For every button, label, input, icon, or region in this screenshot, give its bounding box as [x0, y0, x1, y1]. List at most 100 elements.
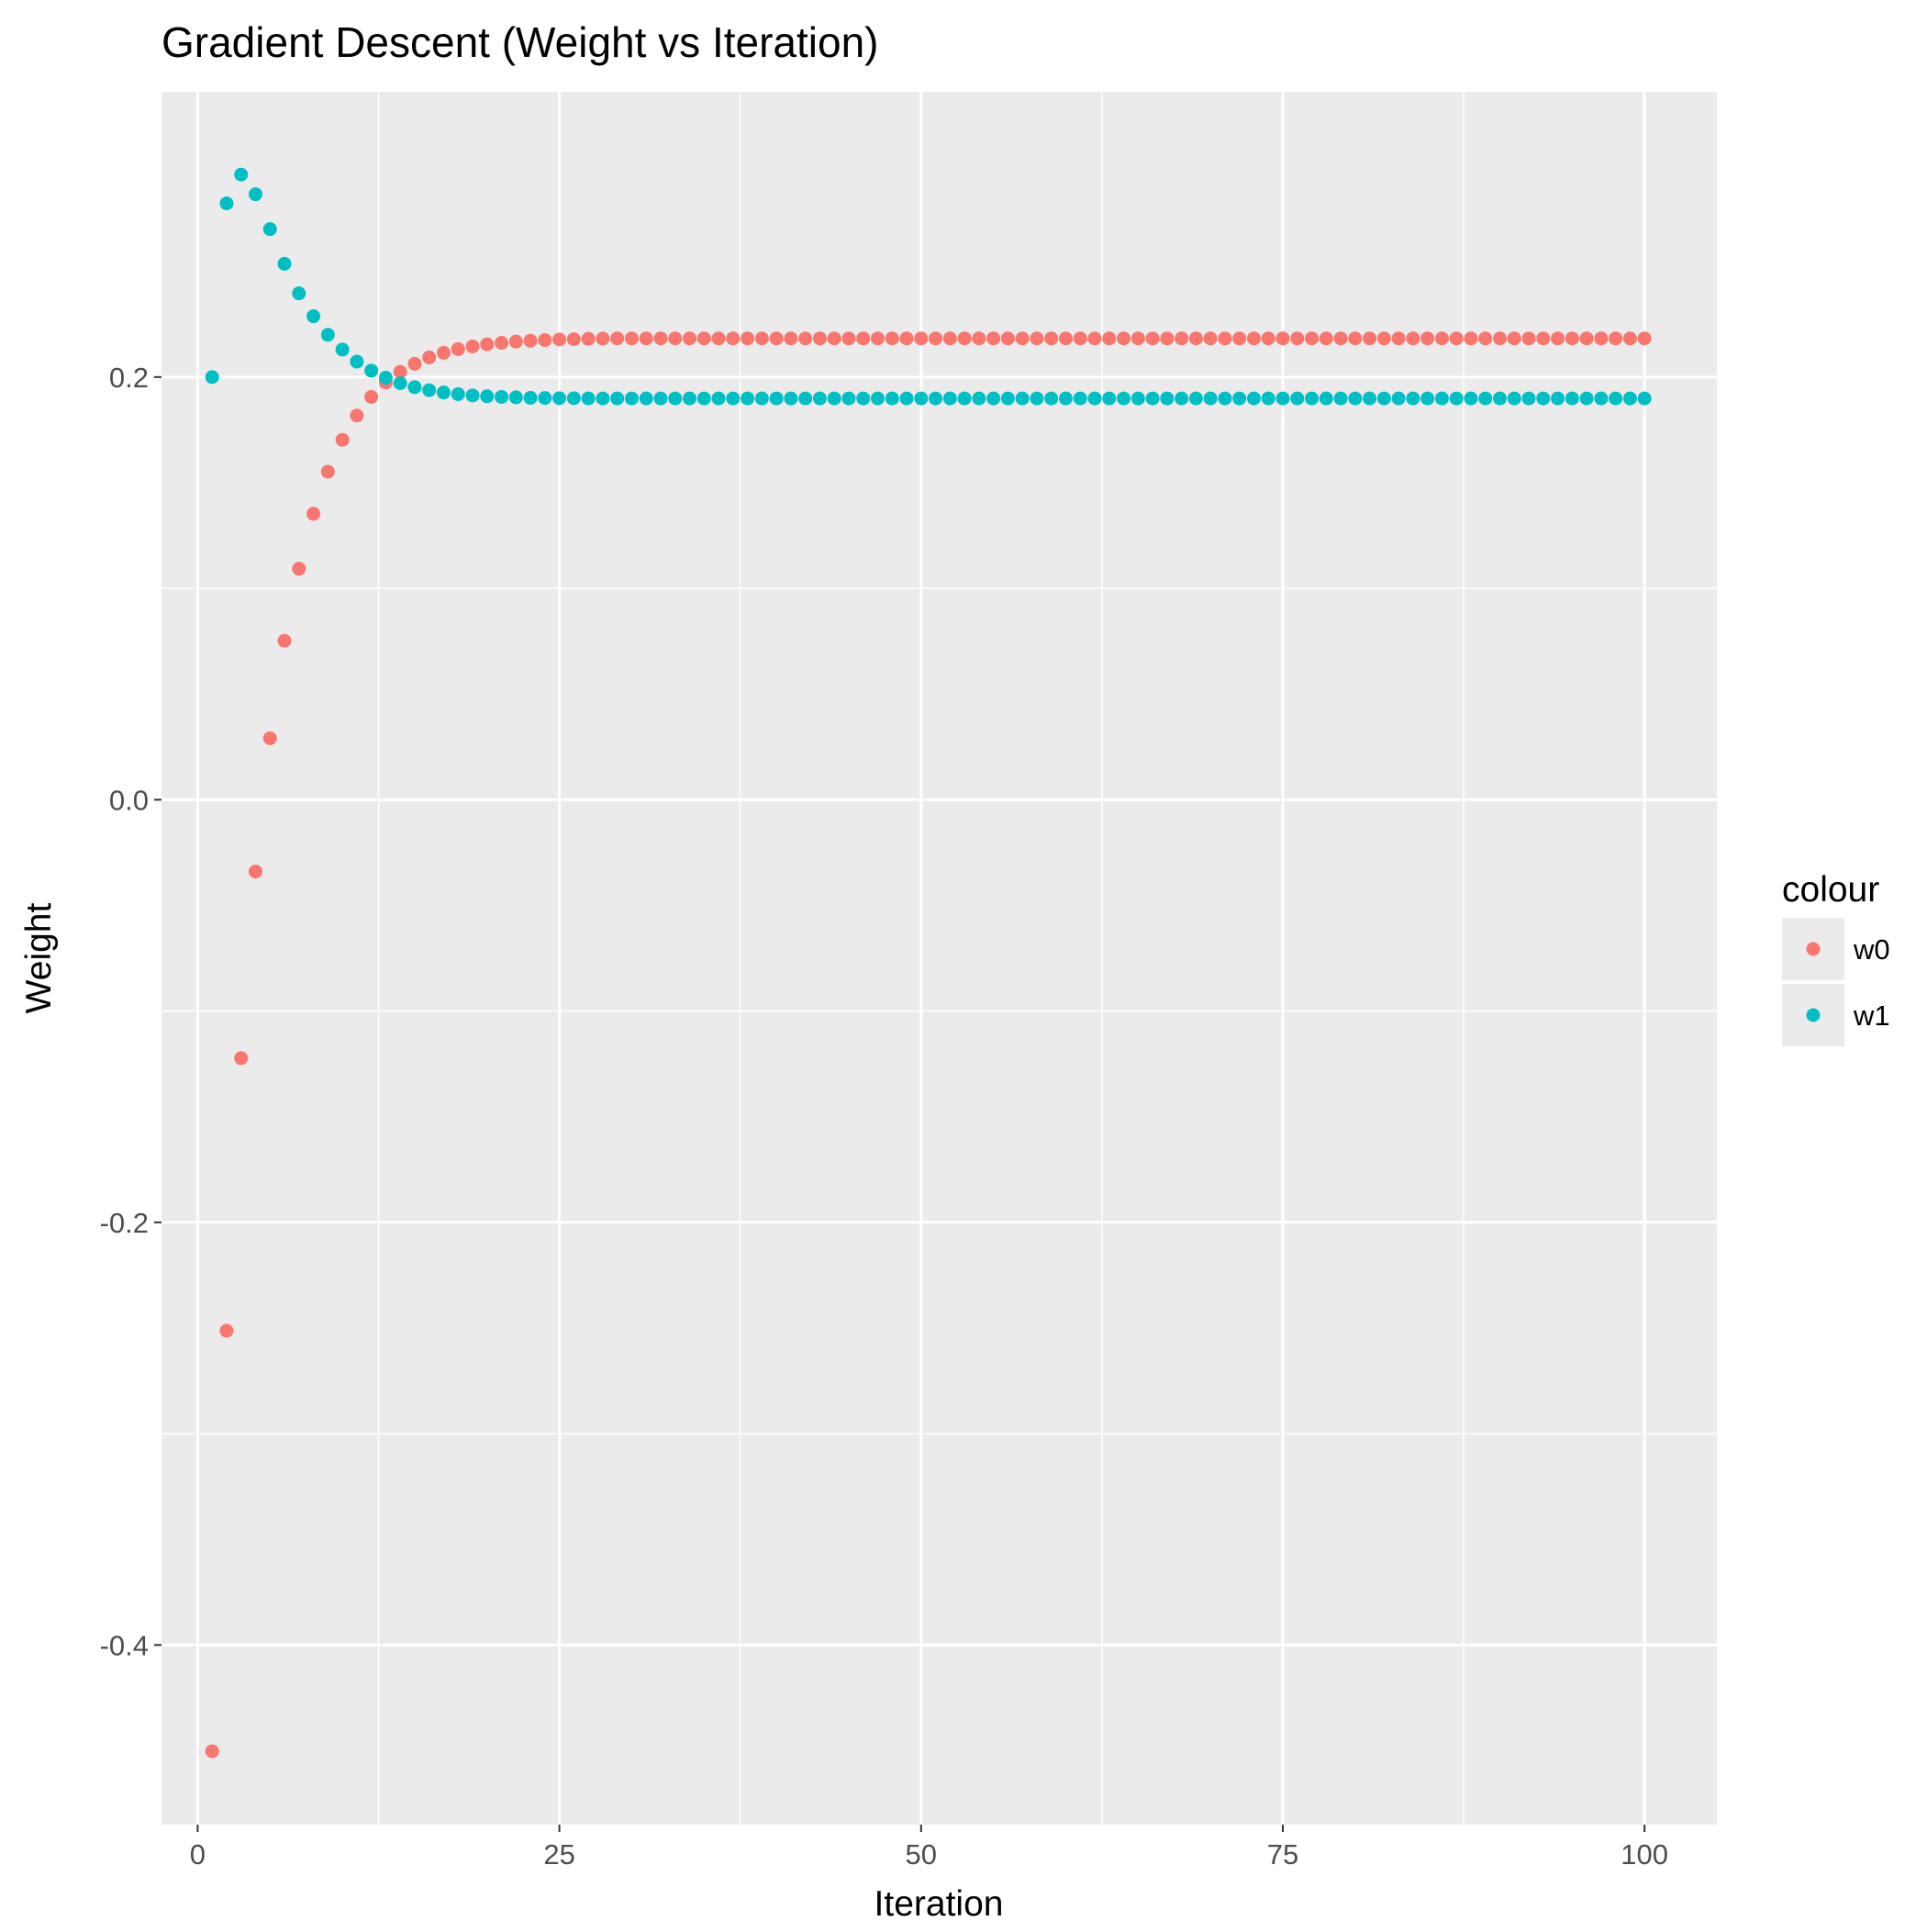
point-w0-19	[465, 339, 480, 353]
point-w1-24	[538, 391, 552, 406]
point-w1-52	[942, 391, 957, 406]
point-w0-72	[1232, 331, 1247, 346]
point-w0-61	[1073, 331, 1087, 346]
legend-label-w0: w0	[1853, 933, 1890, 966]
point-w1-12	[364, 363, 379, 378]
point-w0-16	[422, 350, 437, 364]
point-w0-14	[393, 364, 407, 379]
grid-major	[162, 92, 1717, 1825]
point-w1-31	[639, 391, 653, 406]
point-w0-6	[277, 633, 292, 648]
point-w1-69	[1188, 391, 1203, 406]
point-w1-79	[1333, 391, 1348, 406]
point-w0-48	[885, 331, 899, 346]
point-w1-89	[1478, 391, 1493, 406]
point-w0-92	[1521, 331, 1536, 346]
chart-title: Gradient Descent (Weight vs Iteration)	[162, 18, 878, 66]
point-w1-97	[1594, 391, 1609, 406]
point-w1-85	[1420, 391, 1435, 406]
point-w1-2	[219, 196, 234, 211]
point-w0-44	[827, 331, 841, 346]
point-w1-74	[1261, 391, 1275, 406]
legend: colour w0 w1	[1782, 870, 1890, 1046]
point-w1-53	[957, 391, 972, 406]
series-w0	[205, 331, 1652, 1759]
point-w0-93	[1536, 331, 1551, 346]
point-w0-100	[1637, 331, 1652, 346]
point-w0-42	[798, 331, 813, 346]
point-w1-95	[1565, 391, 1579, 406]
point-w0-60	[1058, 331, 1073, 346]
point-w0-41	[784, 331, 798, 346]
point-w0-21	[495, 336, 509, 351]
point-w0-99	[1622, 331, 1637, 346]
point-w0-7	[292, 562, 306, 576]
point-w1-22	[508, 390, 523, 405]
point-w0-82	[1376, 331, 1391, 346]
point-w0-52	[942, 331, 957, 346]
point-w0-81	[1363, 331, 1377, 346]
point-w0-71	[1218, 331, 1232, 346]
point-w0-95	[1565, 331, 1579, 346]
point-w0-75	[1275, 331, 1290, 346]
point-w1-39	[754, 391, 769, 406]
point-w1-57	[1015, 391, 1030, 406]
point-w1-23	[523, 390, 538, 405]
plot-panel	[162, 92, 1717, 1825]
point-w0-59	[1044, 331, 1059, 346]
point-w1-84	[1406, 391, 1420, 406]
point-w0-33	[668, 331, 683, 346]
point-w0-3	[234, 1051, 249, 1066]
point-w1-3	[234, 167, 249, 182]
point-w1-38	[741, 391, 755, 406]
point-w1-78	[1319, 391, 1333, 406]
point-w1-92	[1521, 391, 1536, 406]
point-w0-85	[1420, 331, 1435, 346]
point-w0-23	[523, 333, 538, 348]
point-w0-12	[364, 389, 379, 404]
point-w0-68	[1175, 331, 1189, 346]
point-w0-91	[1507, 331, 1521, 346]
point-w0-9	[320, 464, 335, 479]
point-w0-37	[726, 331, 741, 346]
point-w0-39	[754, 331, 769, 346]
point-w0-4	[248, 865, 262, 879]
point-w1-94	[1551, 391, 1565, 406]
point-w1-99	[1622, 391, 1637, 406]
point-w1-1	[205, 370, 219, 385]
point-w1-72	[1232, 391, 1247, 406]
point-w0-27	[581, 331, 596, 346]
point-w0-17	[436, 345, 451, 360]
point-w1-76	[1290, 391, 1305, 406]
legend-swatch-w0	[1806, 942, 1821, 956]
point-w0-45	[841, 331, 856, 346]
point-w1-29	[610, 391, 625, 406]
point-w0-90	[1492, 331, 1507, 346]
point-w0-66	[1145, 331, 1160, 346]
point-w0-77	[1305, 331, 1320, 346]
point-w1-7	[292, 286, 306, 301]
point-w0-30	[624, 331, 639, 346]
point-w1-62	[1087, 391, 1102, 406]
point-w1-96	[1579, 391, 1594, 406]
point-w1-51	[929, 391, 943, 406]
point-w1-88	[1464, 391, 1478, 406]
point-w1-60	[1058, 391, 1073, 406]
point-w0-8	[306, 507, 321, 521]
point-w1-19	[465, 388, 480, 403]
point-w1-16	[422, 383, 437, 397]
point-w1-4	[248, 187, 262, 202]
point-w1-26	[566, 391, 581, 406]
x-axis: 0 25 50 75 100	[190, 1825, 1668, 1871]
point-w1-15	[407, 380, 422, 395]
point-w0-64	[1117, 331, 1131, 346]
point-w0-96	[1579, 331, 1594, 346]
point-w1-30	[624, 391, 639, 406]
point-w1-35	[696, 391, 711, 406]
point-w1-27	[581, 391, 596, 406]
y-tick-label-0: -0.4	[100, 1629, 149, 1661]
point-w1-93	[1536, 391, 1551, 406]
series-w1	[205, 167, 1652, 406]
